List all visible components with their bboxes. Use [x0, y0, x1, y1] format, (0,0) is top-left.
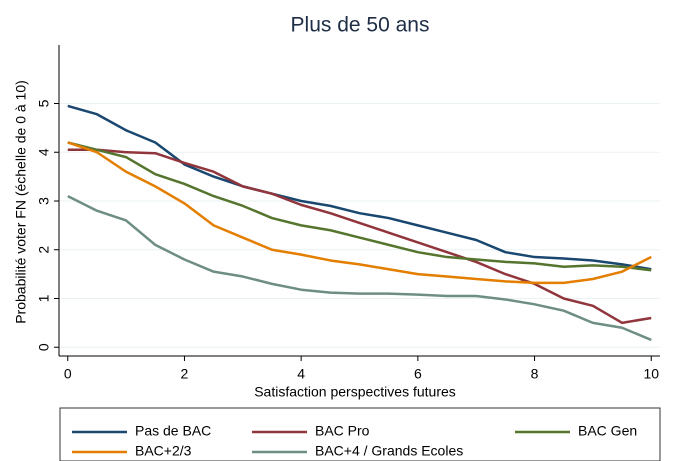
legend-label: BAC+2/3: [135, 443, 192, 459]
y-tick-label: 2: [36, 246, 52, 254]
x-tick-label: 0: [64, 366, 72, 382]
y-tick-label: 4: [36, 148, 52, 156]
legend-label: Pas de BAC: [135, 423, 211, 439]
series-line: [67, 104, 652, 271]
legend-box: [59, 407, 661, 461]
y-tick-label: 1: [36, 294, 52, 302]
x-axis-label: Satisfaction perspectives futures: [254, 384, 456, 400]
x-tick-label: 4: [297, 366, 305, 382]
series-line: [67, 141, 652, 272]
x-tick-label: 8: [531, 366, 539, 382]
legend-label: BAC Pro: [315, 423, 370, 439]
y-tick-label: 5: [36, 99, 52, 107]
series-line: [67, 141, 652, 285]
y-tick-label: 3: [36, 197, 52, 205]
chart-title: Plus de 50 ans: [291, 14, 430, 37]
x-tick-label: 6: [414, 366, 422, 382]
y-tick-label: 0: [36, 343, 52, 351]
series-line: [67, 148, 652, 325]
legend-label: BAC+4 / Grands Ecoles: [315, 443, 463, 459]
x-tick-label: 2: [181, 366, 189, 382]
series-line: [67, 194, 652, 342]
y-axis-label: Probabilité voter FN (échelle de 0 à 10): [13, 80, 29, 324]
legend-label: BAC Gen: [578, 423, 637, 439]
x-tick-label: 10: [643, 366, 659, 382]
